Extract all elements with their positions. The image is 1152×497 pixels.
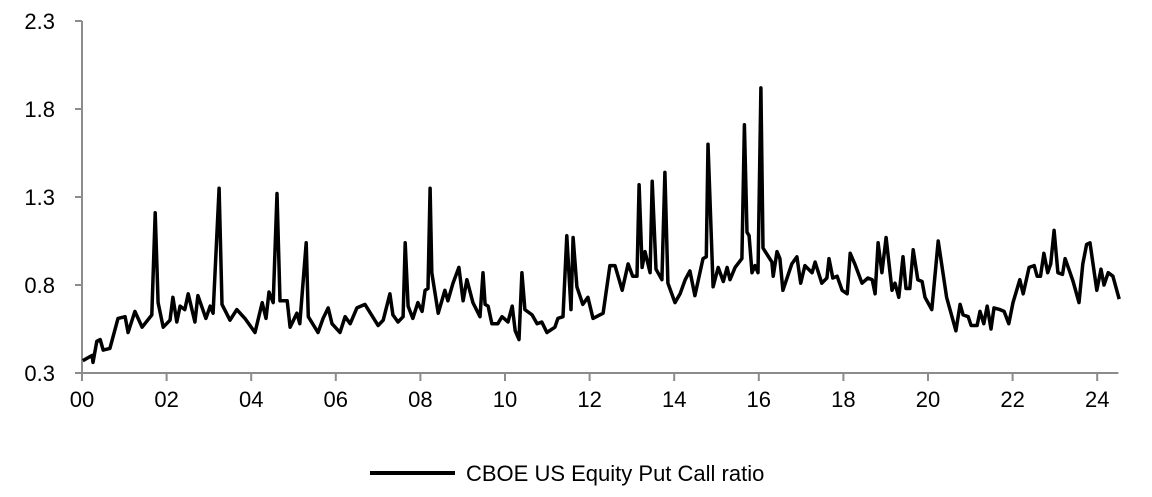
x-tick-label: 14 xyxy=(662,387,686,412)
y-tick-label: 2.3 xyxy=(24,9,55,34)
y-tick-label: 1.3 xyxy=(24,185,55,210)
x-tick-label: 04 xyxy=(239,387,263,412)
x-tick-label: 06 xyxy=(324,387,348,412)
axes xyxy=(75,20,1119,381)
x-tick-label: 12 xyxy=(577,387,601,412)
x-tick-label: 20 xyxy=(916,387,940,412)
x-tick-label: 24 xyxy=(1085,387,1109,412)
x-tick-label: 08 xyxy=(408,387,432,412)
series-line-put-call-ratio xyxy=(81,86,1121,365)
y-tick-label: 1.8 xyxy=(24,97,55,122)
series-group xyxy=(81,86,1121,365)
x-tick-label: 02 xyxy=(154,387,178,412)
y-tick-label: 0.8 xyxy=(24,273,55,298)
y-tick-label: 0.3 xyxy=(24,361,55,386)
y-tick-labels: 0.3 0.8 1.3 1.8 2.3 xyxy=(24,9,55,386)
x-tick-label: 00 xyxy=(70,387,94,412)
x-tick-labels: 00 02 04 06 08 10 12 14 16 18 20 22 24 xyxy=(70,387,1110,412)
x-tick-label: 16 xyxy=(747,387,771,412)
x-tick-label: 10 xyxy=(493,387,517,412)
x-tick-label: 18 xyxy=(831,387,855,412)
legend-label: CBOE US Equity Put Call ratio xyxy=(466,461,764,486)
legend: CBOE US Equity Put Call ratio xyxy=(370,461,764,486)
x-tick-label: 22 xyxy=(1000,387,1024,412)
